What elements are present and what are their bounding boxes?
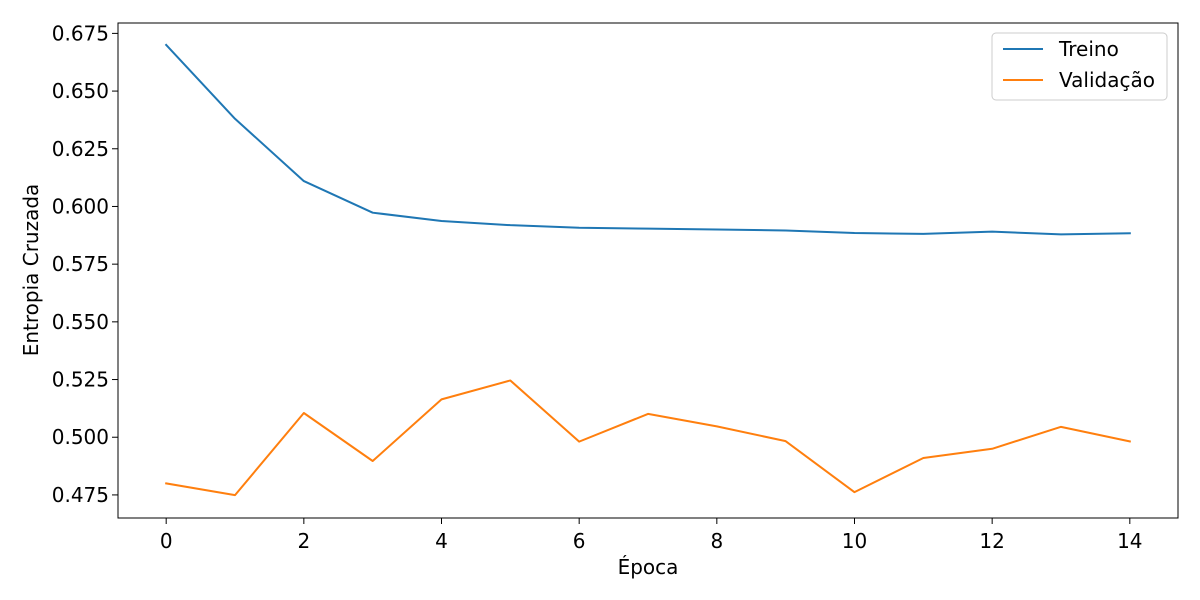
data-point-treino — [648, 228, 649, 229]
y-axis-label: Entropia Cruzada — [19, 184, 43, 357]
data-point-validacao — [854, 492, 855, 493]
y-tick-label: 0.575 — [52, 252, 109, 276]
y-tick-label: 0.625 — [52, 137, 109, 161]
y-tick-label: 0.675 — [52, 21, 109, 45]
x-axis-ticks: 0 2 4 6 8 10 12 14 — [160, 518, 1143, 553]
data-point-validacao — [303, 413, 304, 414]
data-point-treino — [166, 44, 167, 45]
data-point-treino — [716, 229, 717, 230]
x-tick-label: 14 — [1117, 529, 1142, 553]
series-line-validacao — [165, 379, 1132, 497]
data-point-validacao — [510, 380, 511, 381]
data-point-validacao — [441, 399, 442, 400]
data-point-validacao — [992, 448, 993, 449]
y-tick-label: 0.475 — [52, 483, 109, 507]
x-axis-label: Época — [618, 555, 679, 579]
data-point-validacao — [1129, 441, 1130, 442]
y-tick-label: 0.650 — [52, 79, 109, 103]
data-point-treino — [579, 227, 580, 228]
plot-area — [118, 23, 1178, 518]
data-point-treino — [441, 221, 442, 222]
data-point-validacao — [166, 483, 167, 484]
y-tick-label: 0.600 — [52, 194, 109, 218]
data-point-treino — [235, 118, 236, 119]
legend-label-validacao: Validação — [1059, 68, 1155, 92]
x-tick-label: 12 — [979, 529, 1004, 553]
data-point-treino — [1060, 234, 1061, 235]
y-tick-label: 0.550 — [52, 310, 109, 334]
data-point-treino — [510, 225, 511, 226]
data-point-treino — [785, 230, 786, 231]
data-point-validacao — [785, 441, 786, 442]
data-point-validacao — [1060, 426, 1061, 427]
x-tick-label: 0 — [160, 529, 173, 553]
data-point-validacao — [372, 461, 373, 462]
data-point-treino — [372, 212, 373, 213]
y-tick-label: 0.500 — [52, 425, 109, 449]
data-point-treino — [992, 231, 993, 232]
data-point-validacao — [923, 458, 924, 459]
series-layer — [164, 43, 1132, 497]
legend-label-treino: Treino — [1058, 37, 1119, 61]
y-axis-ticks: 0.475 0.500 0.525 0.550 0.575 0.600 0.625 0.650… — [52, 21, 118, 507]
legend: Treino Validação — [991, 32, 1168, 101]
data-point-treino — [923, 233, 924, 234]
x-tick-label: 8 — [710, 529, 723, 553]
data-point-validacao — [648, 413, 649, 414]
data-point-treino — [1129, 233, 1130, 234]
x-tick-label: 10 — [842, 529, 867, 553]
y-tick-label: 0.525 — [52, 368, 109, 392]
data-point-treino — [303, 181, 304, 182]
x-tick-label: 2 — [297, 529, 310, 553]
data-point-validacao — [235, 495, 236, 496]
plot-frame — [117, 22, 1179, 519]
x-tick-label: 6 — [573, 529, 586, 553]
data-point-validacao — [716, 426, 717, 427]
series-line-treino — [164, 43, 1131, 236]
data-point-treino — [854, 233, 855, 234]
data-point-validacao — [579, 441, 580, 442]
x-tick-label: 4 — [435, 529, 448, 553]
